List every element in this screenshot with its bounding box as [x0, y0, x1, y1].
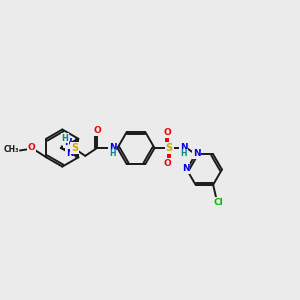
Text: H: H [181, 149, 187, 158]
Text: S: S [166, 143, 173, 153]
Text: N: N [66, 149, 74, 158]
Text: O: O [93, 126, 101, 135]
Text: S: S [71, 143, 78, 153]
Text: CH₃: CH₃ [3, 145, 19, 154]
Text: N: N [180, 142, 188, 152]
Text: N: N [64, 138, 72, 147]
Text: O: O [164, 159, 171, 168]
Text: N: N [193, 149, 200, 158]
Text: H: H [61, 134, 68, 142]
Text: O: O [28, 143, 35, 152]
Text: Cl: Cl [213, 198, 223, 207]
Text: N: N [109, 142, 116, 152]
Text: N: N [182, 164, 190, 173]
Text: H: H [109, 149, 116, 158]
Text: O: O [164, 128, 171, 137]
